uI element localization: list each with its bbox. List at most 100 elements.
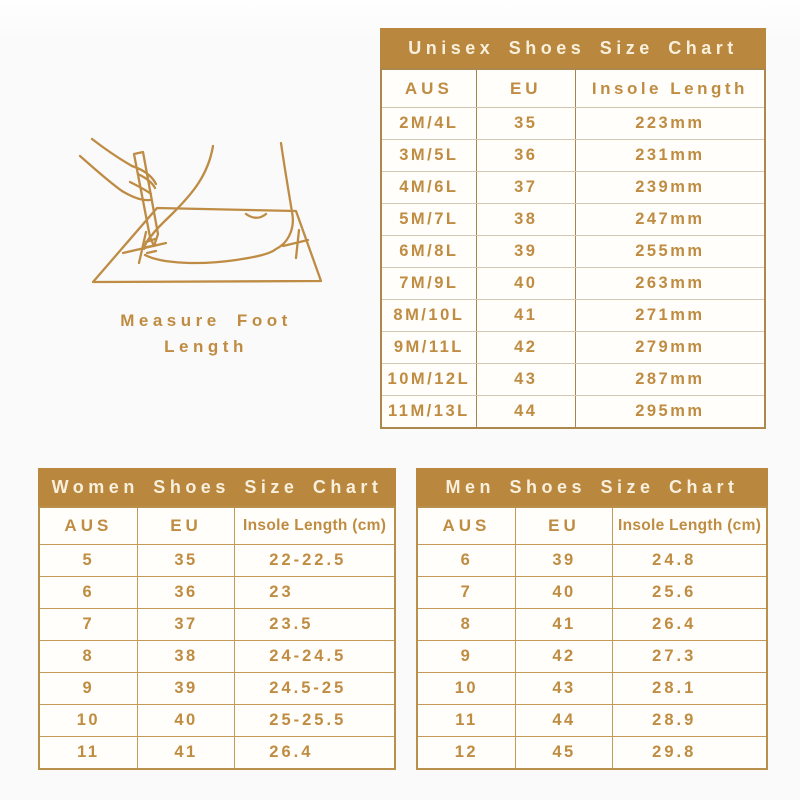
table-row: 10 43 28.1 [416, 672, 768, 705]
size-cell: 12 [416, 736, 516, 770]
table-row: 10M/12L 43 287mm [380, 363, 766, 396]
column-header: EU [475, 68, 576, 108]
table-row: 4M/6L 37 239mm [380, 171, 766, 204]
table-header-row: AUS EU Insole Length [380, 68, 766, 108]
column-header: Insole Length (cm) [234, 506, 396, 545]
table-row: 11M/13L 44 295mm [380, 395, 766, 429]
table-row: 8M/10L 41 271mm [380, 299, 766, 332]
size-cell: 9 [38, 672, 138, 705]
table-row: 2M/4L 35 223mm [380, 107, 766, 140]
size-cell: 26.4 [612, 608, 768, 641]
size-cell: 5M/7L [380, 203, 477, 236]
unisex-chart-table: AUS EU Insole Length 2M/4L 35 223mm 3M/5L 36 23… [380, 68, 766, 429]
size-cell: 263mm [574, 267, 766, 300]
column-header: EU [514, 506, 614, 545]
unisex-chart-title: Unisex Shoes Size Chart [380, 28, 766, 68]
table-row: 6 36 23 [38, 576, 396, 609]
table-row: 12 45 29.8 [416, 736, 768, 770]
hand-wrist-upper [90, 137, 134, 168]
size-cell: 11M/13L [380, 395, 477, 429]
column-header: AUS [416, 506, 516, 545]
table-row: 7 40 25.6 [416, 576, 768, 609]
table-row: 9 39 24.5-25 [38, 672, 396, 705]
size-cell: 2M/4L [380, 107, 477, 140]
foot-measure-illustration [50, 116, 362, 304]
size-cell: 37 [475, 171, 576, 204]
size-cell: 23.5 [234, 608, 396, 641]
table-row: 6M/8L 39 255mm [380, 235, 766, 268]
size-cell: 295mm [574, 395, 766, 429]
men-chart-title: Men Shoes Size Chart [416, 468, 768, 506]
size-cell: 25.6 [612, 576, 768, 609]
size-cell: 6 [416, 544, 516, 577]
size-cell: 24.8 [612, 544, 768, 577]
size-cell: 5 [38, 544, 138, 577]
size-cell: 43 [475, 363, 576, 396]
men-size-chart: Men Shoes Size Chart AUS EU Insole Length … [416, 468, 768, 770]
size-cell: 3M/5L [380, 139, 477, 172]
pen-icon [132, 150, 160, 248]
size-cell: 45 [514, 736, 614, 770]
size-cell: 35 [475, 107, 576, 140]
table-header-row: AUS EU Insole Length (cm) [38, 506, 396, 545]
size-cell: 9 [416, 640, 516, 673]
size-cell: 40 [475, 267, 576, 300]
size-cell: 40 [136, 704, 236, 737]
hand-thumb [120, 189, 152, 202]
size-cell: 23 [234, 576, 396, 609]
table-row: 9M/11L 42 279mm [380, 331, 766, 364]
illustration-caption: Measure Foot Length [50, 308, 362, 360]
size-cell: 271mm [574, 299, 766, 332]
size-cell: 7 [416, 576, 516, 609]
size-cell: 35 [136, 544, 236, 577]
table-row: 6 39 24.8 [416, 544, 768, 577]
paper-sheet-shape [91, 206, 323, 284]
size-cell: 22-22.5 [234, 544, 396, 577]
size-cell: 6 [38, 576, 138, 609]
size-cell: 9M/11L [380, 331, 477, 364]
size-cell: 287mm [574, 363, 766, 396]
size-cell: 223mm [574, 107, 766, 140]
size-cell: 28.9 [612, 704, 768, 737]
size-cell: 10 [416, 672, 516, 705]
hand-index-finger [130, 164, 158, 186]
size-cell: 38 [475, 203, 576, 236]
column-header: EU [136, 506, 236, 545]
size-cell: 11 [38, 736, 138, 770]
column-header: AUS [380, 68, 477, 108]
table-row: 10 40 25-25.5 [38, 704, 396, 737]
size-cell: 10M/12L [380, 363, 477, 396]
size-cell: 4M/6L [380, 171, 477, 204]
size-cell: 239mm [574, 171, 766, 204]
size-cell: 255mm [574, 235, 766, 268]
table-row: 5 35 22-22.5 [38, 544, 396, 577]
size-cell: 41 [475, 299, 576, 332]
size-cell: 26.4 [234, 736, 396, 770]
column-header: Insole Length (cm) [612, 506, 768, 545]
heel-cross-mark [281, 228, 310, 260]
unisex-size-chart: Unisex Shoes Size Chart AUS EU Insole Leng… [380, 28, 766, 429]
women-chart-title: Women Shoes Size Chart [38, 468, 396, 506]
table-row: 11 44 28.9 [416, 704, 768, 737]
column-header: Insole Length [574, 68, 766, 108]
foot-measure-drawing [78, 137, 323, 284]
size-cell: 39 [514, 544, 614, 577]
table-row: 7 37 23.5 [38, 608, 396, 641]
table-row: 7M/9L 40 263mm [380, 267, 766, 300]
table-row: 8 38 24-24.5 [38, 640, 396, 673]
caption-line-2: Length [164, 337, 248, 356]
caption-line-1: Measure Foot [120, 311, 292, 330]
size-cell: 231mm [574, 139, 766, 172]
table-header-row: AUS EU Insole Length (cm) [416, 506, 768, 545]
size-cell: 37 [136, 608, 236, 641]
table-row: 5M/7L 38 247mm [380, 203, 766, 236]
size-cell: 42 [514, 640, 614, 673]
size-cell: 7M/9L [380, 267, 477, 300]
size-cell: 11 [416, 704, 516, 737]
table-row: 3M/5L 36 231mm [380, 139, 766, 172]
size-cell: 8 [416, 608, 516, 641]
men-chart-table: AUS EU Insole Length (cm) 6 39 24.8 7 40 25.6 8 4… [416, 506, 768, 770]
size-cell: 8M/10L [380, 299, 477, 332]
foot-sole-heel-line [143, 141, 294, 265]
size-cell: 40 [514, 576, 614, 609]
